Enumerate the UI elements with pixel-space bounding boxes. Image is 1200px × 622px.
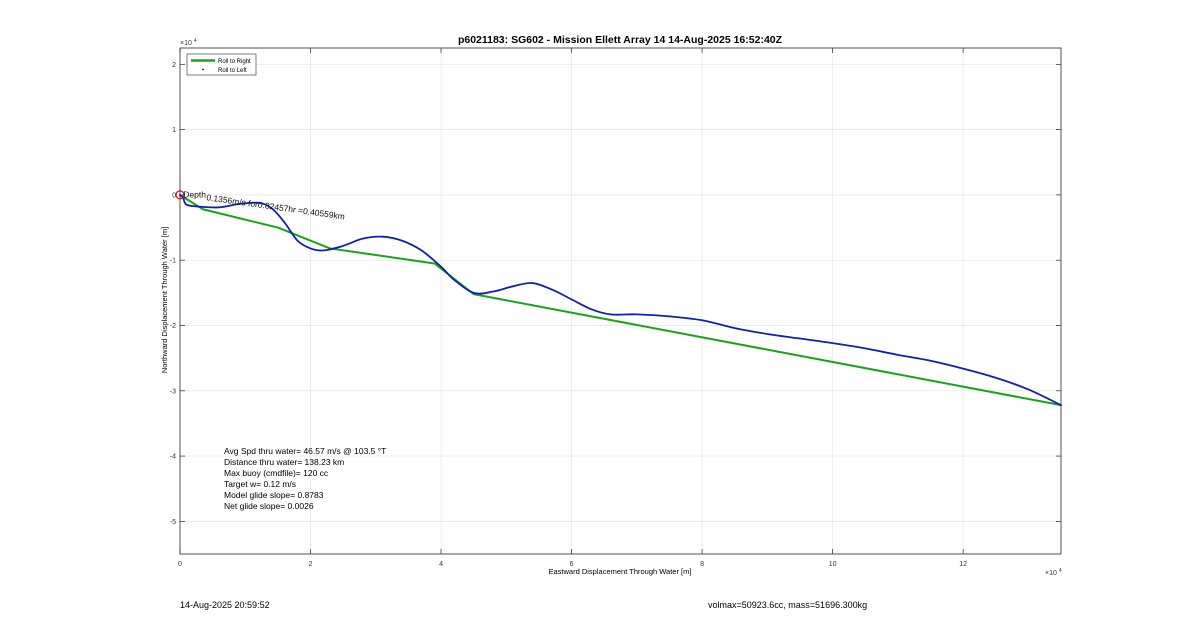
legend-swatch-roll-left <box>202 68 204 71</box>
y-axis-label: Northward Displacement Through Water [m] <box>160 227 169 373</box>
x-tick-label: 8 <box>700 561 704 568</box>
series-line-glider-track <box>179 194 1062 407</box>
y-exponent-power: 4 <box>194 38 197 44</box>
y-tick-label: 1 <box>172 127 176 134</box>
svg-text:×10 4: ×10 4 <box>1045 568 1062 577</box>
stat-target-w: Target w= 0.12 m/s <box>224 479 296 489</box>
grid <box>180 48 1061 554</box>
legend-label-roll-left: Roll to Left <box>218 68 247 74</box>
y-tick-label: -5 <box>170 519 176 526</box>
x-axis-ticks: 0 2 4 6 8 10 12 <box>178 48 967 568</box>
legend: Roll to Right Roll to Left <box>186 53 257 76</box>
stat-model-glide-slope: Model glide slope= 0.8783 <box>224 490 324 500</box>
x-axis-label: Eastward Displacement Through Water [m] <box>549 567 692 576</box>
x-tick-label: 12 <box>959 561 967 568</box>
plot-area <box>179 47 1062 555</box>
stat-distance: Distance thru water= 138.23 km <box>224 457 344 467</box>
stat-max-buoy: Max buoy (cmdfile)= 120 cc <box>224 468 329 478</box>
y-tick-label: 0 <box>172 192 176 199</box>
y-axis-ticks: 2 1 0 -1 -2 -3 -4 -5 <box>170 62 1061 526</box>
y-tick-label: -1 <box>170 258 176 265</box>
stat-net-glide-slope: Net glide slope= 0.0026 <box>224 501 314 511</box>
x-tick-label: 6 <box>570 561 574 568</box>
annotation-depth: Depth <box>183 190 206 200</box>
y-tick-label: -4 <box>170 454 176 461</box>
y-exponent-base: ×10 <box>180 40 192 47</box>
x-tick-label: 10 <box>829 561 837 568</box>
stats-box: Avg Spd thru water= 46.57 m/s @ 103.5 °T… <box>224 446 386 511</box>
x-exponent-base: ×10 <box>1045 570 1057 577</box>
chart-title: p6021183: SG602 - Mission Ellett Array 1… <box>458 34 783 46</box>
x-tick-label: 2 <box>309 561 313 568</box>
y-tick-label: 2 <box>172 62 176 69</box>
footer-volmax-mass: volmax=50923.6cc, mass=51696.300kg <box>708 600 868 610</box>
y-tick-label: -2 <box>170 323 176 330</box>
x-exponent-label: ×10 4 <box>1045 568 1062 577</box>
svg-text:×10 4: ×10 4 <box>180 38 197 47</box>
legend-label-roll-right: Roll to Right <box>218 59 251 65</box>
x-exponent-power: 4 <box>1059 568 1062 574</box>
series-layer <box>175 190 1062 407</box>
stat-avg-speed: Avg Spd thru water= 46.57 m/s @ 103.5 °T <box>224 446 386 456</box>
footer-timestamp: 14-Aug-2025 20:59:52 <box>180 600 270 610</box>
x-tick-label: 4 <box>439 561 443 568</box>
x-tick-label: 0 <box>178 561 182 568</box>
y-tick-label: -3 <box>170 388 176 395</box>
start-marker <box>175 190 185 200</box>
y-exponent-label: ×10 4 <box>180 38 197 47</box>
